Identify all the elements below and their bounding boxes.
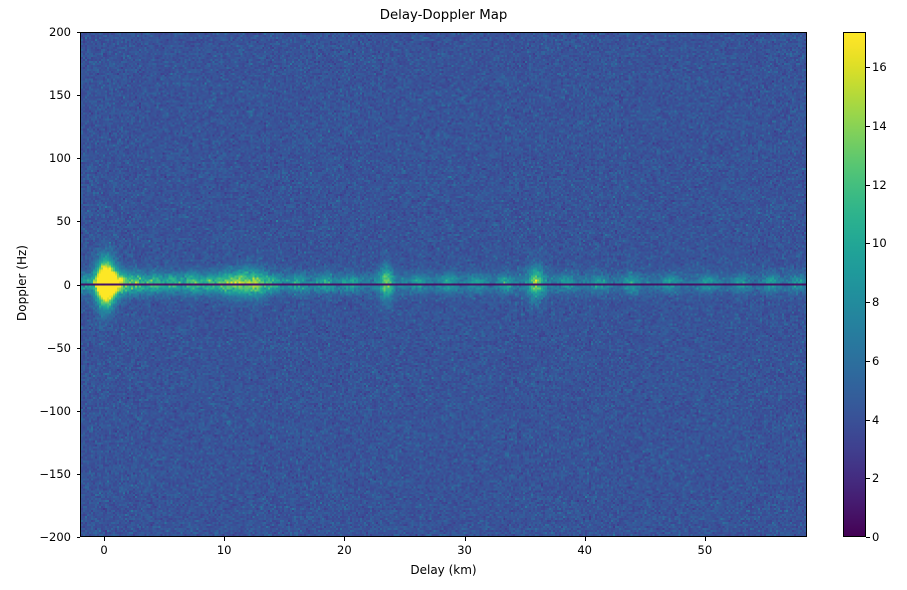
colorbar-tick-mark — [866, 420, 870, 421]
y-tick-label: 150 — [49, 88, 71, 103]
x-tick-label: 30 — [457, 543, 472, 557]
colorbar-tick-mark — [866, 126, 870, 127]
y-tick-label: −150 — [39, 466, 71, 481]
colorbar-tick-label: 6 — [872, 353, 880, 368]
colorbar-tick-label: 0 — [872, 530, 880, 544]
x-tick-mark — [705, 537, 706, 541]
colorbar-gradient — [844, 33, 865, 536]
y-tick-label: 200 — [49, 25, 71, 39]
colorbar-tick-mark — [866, 537, 870, 538]
y-tick-label: 100 — [49, 151, 71, 166]
y-tick-mark — [76, 537, 80, 538]
x-tick-label: 40 — [577, 543, 593, 557]
x-tick-mark — [344, 537, 345, 541]
colorbar-tick-label: 4 — [872, 412, 880, 427]
colorbar-tick-mark — [866, 302, 870, 303]
y-tick-label: 0 — [63, 277, 71, 292]
colorbar-tick-mark — [866, 243, 870, 244]
y-axis-label: Doppler (Hz) — [15, 245, 29, 321]
x-tick-mark — [585, 537, 586, 541]
x-tick-label: 10 — [216, 543, 232, 557]
colorbar-tick-label: 10 — [872, 236, 887, 251]
x-axis-label: Delay (km) — [410, 563, 477, 577]
x-tick-mark — [104, 537, 105, 541]
y-tick-label: 50 — [56, 214, 71, 229]
heatmap-image — [81, 33, 806, 536]
colorbar — [843, 32, 866, 537]
y-tick-label: −50 — [46, 340, 71, 355]
x-tick-label: 50 — [697, 543, 713, 557]
colorbar-tick-label: 12 — [872, 177, 887, 192]
y-axis-tick-labels: −200 −150 −100 −50 0 50 100 150 200 — [0, 0, 73, 590]
colorbar-tick-mark — [866, 361, 870, 362]
delay-doppler-heatmap-axes — [80, 32, 807, 537]
colorbar-tick-label: 16 — [872, 60, 887, 75]
page-title: Delay-Doppler Map — [379, 8, 508, 23]
x-tick-mark — [465, 537, 466, 541]
x-tick-mark — [224, 537, 225, 541]
x-tick-label: 0 — [100, 543, 108, 557]
colorbar-tick-label: 14 — [872, 118, 887, 133]
colorbar-tick-label: 2 — [872, 471, 880, 486]
colorbar-tick-mark — [866, 185, 870, 186]
x-tick-label: 20 — [337, 543, 352, 557]
colorbar-tick-mark — [866, 478, 870, 479]
y-tick-label: −100 — [39, 403, 71, 418]
y-tick-label: −200 — [39, 530, 71, 544]
colorbar-tick-mark — [866, 67, 870, 68]
colorbar-tick-label: 8 — [872, 295, 880, 310]
